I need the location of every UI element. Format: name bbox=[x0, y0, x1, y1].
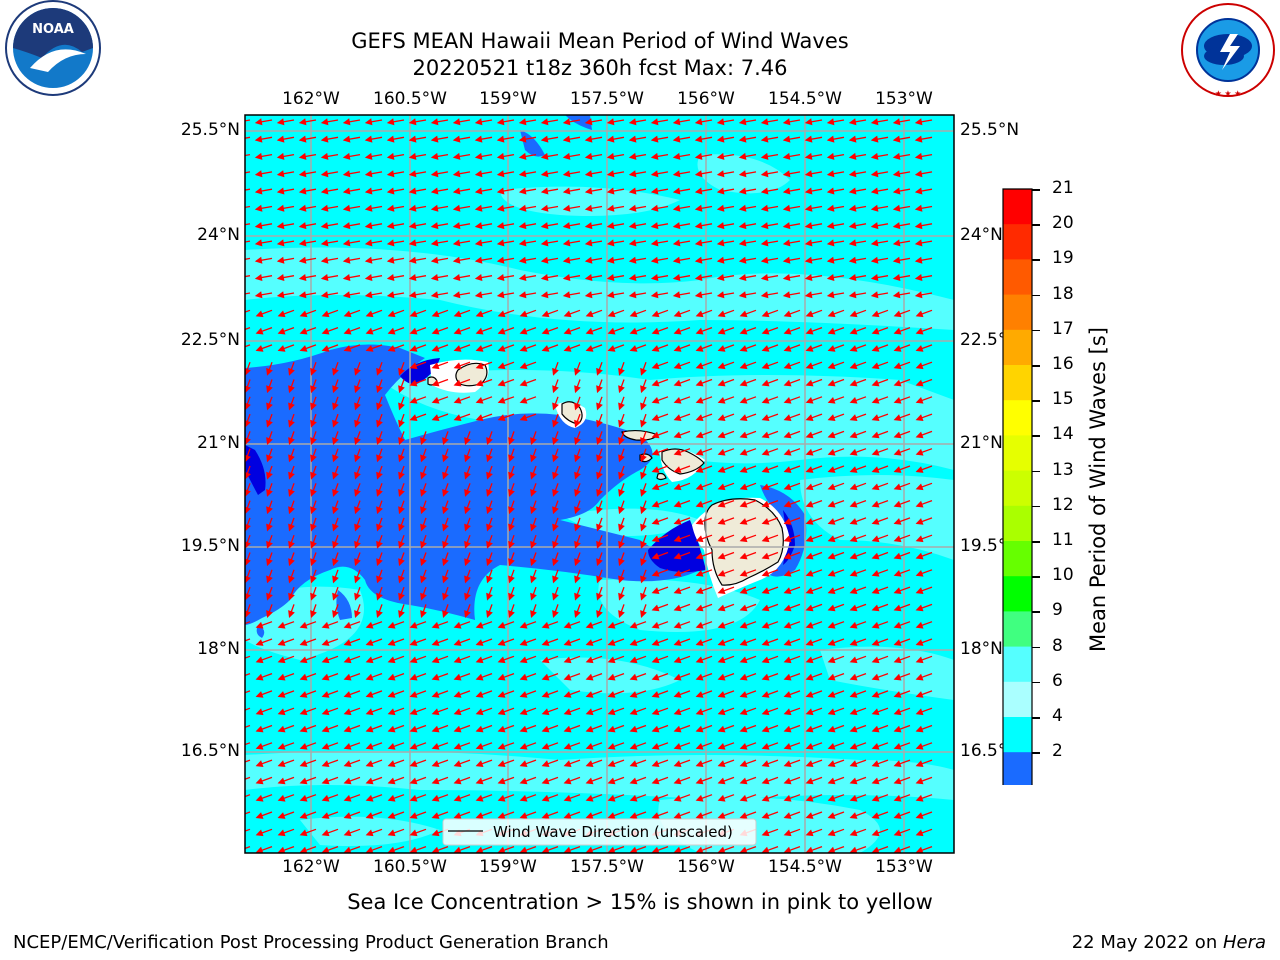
colorbar-tick bbox=[1032, 189, 1040, 191]
colorbar-tick bbox=[1032, 470, 1040, 473]
wind-wave-arrows bbox=[245, 118, 933, 853]
maui-island bbox=[661, 448, 705, 475]
lat-tick-right: 24°N bbox=[960, 225, 1003, 245]
map-frame bbox=[244, 114, 955, 854]
colorbar-segment bbox=[1003, 505, 1032, 542]
colorbar-label: 12 bbox=[1052, 494, 1074, 515]
title-line-2: 20220521 t18z 360h fcst Max: 7.46 bbox=[412, 56, 788, 80]
colorbar-tick bbox=[1032, 717, 1040, 719]
lat-tick-left: 18°N bbox=[197, 639, 240, 659]
lon-tick-bottom: 162°W bbox=[282, 857, 340, 877]
lon-tick-bottom: 157.5°W bbox=[570, 857, 644, 877]
title-line-1: GEFS MEAN Hawaii Mean Period of Wind Wav… bbox=[351, 29, 849, 53]
colorbar-segment bbox=[1003, 681, 1032, 718]
svg-text:★ ★ ★: ★ ★ ★ bbox=[1215, 89, 1242, 98]
colorbar-segment bbox=[1003, 365, 1032, 401]
colorbar-title: Mean Period of Wind Waves [s] bbox=[1086, 327, 1110, 652]
colorbar-tick bbox=[1032, 294, 1040, 297]
colorbar-tick bbox=[1032, 329, 1040, 332]
colorbar-tick bbox=[1032, 681, 1040, 684]
colorbar bbox=[1002, 188, 1033, 785]
colorbar-label: 17 bbox=[1052, 318, 1074, 339]
colorbar-segment bbox=[1003, 400, 1032, 436]
footer-date: 22 May 2022 on Hera bbox=[1072, 932, 1266, 953]
colorbar-tick bbox=[1032, 752, 1040, 754]
colorbar-label: 15 bbox=[1052, 389, 1074, 410]
lat-tick-left: 24°N bbox=[197, 225, 240, 245]
lon-tick-top: 154.5°W bbox=[768, 89, 842, 109]
lon-tick-bottom: 154.5°W bbox=[768, 857, 842, 877]
lon-tick-top: 156°W bbox=[677, 89, 735, 109]
colorbar-tick bbox=[1032, 576, 1040, 578]
colorbar-label: 19 bbox=[1052, 248, 1074, 269]
lon-tick-bottom: 159°W bbox=[479, 857, 537, 877]
colorbar-segment bbox=[1003, 576, 1032, 612]
arrow-legend-label: Wind Wave Direction (unscaled) bbox=[493, 823, 733, 841]
colorbar-label: 9 bbox=[1052, 600, 1063, 621]
colorbar-label: 11 bbox=[1052, 530, 1074, 550]
colorbar-tick bbox=[1032, 435, 1040, 437]
colorbar-segment bbox=[1003, 189, 1032, 225]
molokai-island bbox=[621, 429, 660, 441]
colorbar-label: 21 bbox=[1052, 178, 1074, 198]
lon-tick-bottom: 156°W bbox=[677, 857, 735, 877]
colorbar-tick bbox=[1032, 224, 1040, 226]
lat-tick-right: 21°N bbox=[960, 433, 1003, 453]
lon-tick-top: 157.5°W bbox=[570, 89, 644, 109]
footer-date-text: 22 May 2022 on bbox=[1071, 932, 1223, 953]
colorbar-tick bbox=[1032, 541, 1040, 543]
lon-tick-bottom: 153°W bbox=[875, 857, 933, 877]
footer-credit: NCEP/EMC/Verification Post Processing Pr… bbox=[13, 932, 609, 953]
noaa-logo: NOAA bbox=[5, 0, 101, 96]
arrow-legend: Wind Wave Direction (unscaled) bbox=[442, 818, 757, 846]
colorbar-label: 14 bbox=[1052, 424, 1074, 445]
lat-tick-left: 21°N bbox=[197, 433, 240, 453]
colorbar-tick bbox=[1032, 646, 1040, 649]
colorbar-tick bbox=[1032, 611, 1040, 613]
colorbar-segment bbox=[1003, 224, 1032, 260]
colorbar-tick bbox=[1032, 365, 1040, 367]
hawaiian-islands bbox=[427, 362, 784, 586]
lon-tick-top: 159°W bbox=[479, 89, 537, 109]
kahoolawe-island bbox=[656, 472, 667, 481]
lon-tick-top: 162°W bbox=[282, 89, 340, 109]
lon-tick-top: 160.5°W bbox=[373, 89, 447, 109]
grid-lines bbox=[245, 115, 954, 853]
colorbar-segment bbox=[1003, 294, 1032, 331]
colorbar-label: 8 bbox=[1052, 635, 1063, 656]
colorbar-segment bbox=[1003, 470, 1032, 507]
colorbar-segment bbox=[1003, 541, 1032, 577]
lon-tick-top: 153°W bbox=[875, 89, 933, 109]
colorbar-segment bbox=[1003, 435, 1032, 472]
colorbar-segment bbox=[1003, 259, 1032, 296]
lat-tick-left: 22.5°N bbox=[180, 330, 240, 350]
colorbar-label: 16 bbox=[1052, 354, 1074, 374]
colorbar-segment bbox=[1003, 611, 1032, 648]
lat-tick-left: 16.5°N bbox=[180, 741, 240, 761]
footer-host: Hera bbox=[1222, 932, 1266, 953]
colorbar-label: 6 bbox=[1052, 670, 1063, 691]
colorbar-segment bbox=[1003, 752, 1032, 785]
colorbar-segment bbox=[1003, 717, 1032, 753]
sea-ice-note: Sea Ice Concentration > 15% is shown in … bbox=[347, 890, 933, 914]
colorbar-label: 10 bbox=[1052, 565, 1074, 586]
lat-tick-right: 18°N bbox=[960, 639, 1003, 659]
lon-tick-bottom: 160.5°W bbox=[373, 857, 447, 877]
lat-tick-left: 25.5°N bbox=[180, 120, 240, 140]
colorbar-tick bbox=[1032, 505, 1040, 508]
lat-tick-right: 25.5°N bbox=[960, 120, 1020, 140]
colorbar-label: 20 bbox=[1052, 213, 1074, 234]
colorbar-segment bbox=[1003, 329, 1032, 366]
colorbar-label: 4 bbox=[1052, 706, 1063, 726]
colorbar-tick bbox=[1032, 259, 1040, 261]
colorbar-label: 2 bbox=[1052, 741, 1063, 762]
colorbar-label: 13 bbox=[1052, 459, 1074, 480]
noaa-logo-text: NOAA bbox=[32, 22, 74, 37]
colorbar-segment bbox=[1003, 646, 1032, 683]
colorbar-label: 18 bbox=[1052, 283, 1074, 304]
lat-tick-left: 19.5°N bbox=[180, 536, 240, 556]
nws-logo: ★ ★ ★ bbox=[1181, 3, 1275, 98]
colorbar-tick bbox=[1032, 400, 1040, 402]
